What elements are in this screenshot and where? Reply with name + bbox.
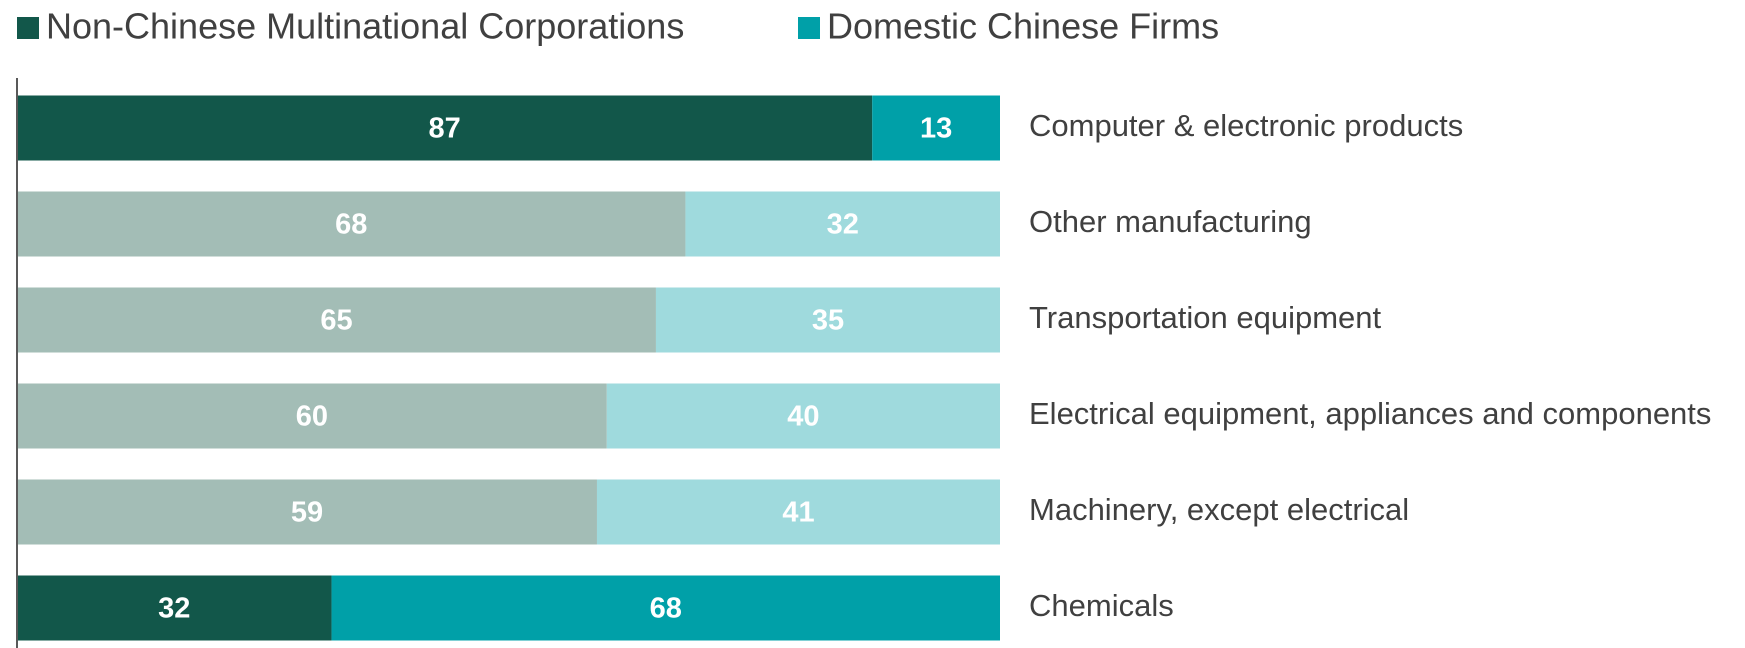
bar-segment <box>17 287 656 353</box>
data-label: 68 <box>650 593 682 625</box>
bar-segment <box>596 479 1000 545</box>
bar-segment <box>331 575 1000 641</box>
bar-segment <box>606 383 1000 449</box>
data-label: 65 <box>320 305 352 337</box>
data-label: 87 <box>428 113 460 145</box>
bar-segment <box>17 191 686 257</box>
data-label: 35 <box>812 305 844 337</box>
data-label: 68 <box>335 209 367 241</box>
category-label: Other manufacturing <box>1029 204 1312 239</box>
bar-segment <box>17 383 607 449</box>
category-label: Computer & electronic products <box>1029 108 1463 143</box>
legend-label: Domestic Chinese Firms <box>827 6 1219 47</box>
bar-segment <box>17 575 332 641</box>
category-label: Chemicals <box>1029 588 1174 623</box>
data-label: 41 <box>782 497 814 529</box>
data-label: 60 <box>296 401 328 433</box>
legend-label: Non-Chinese Multinational Corporations <box>46 6 684 47</box>
category-label: Machinery, except electrical <box>1029 492 1409 527</box>
data-label: 32 <box>158 593 190 625</box>
bar-segment <box>655 287 1000 353</box>
bar-segment <box>17 95 873 161</box>
category-label: Transportation equipment <box>1029 300 1381 335</box>
legend-swatch <box>798 17 820 39</box>
legend-swatch <box>17 17 39 39</box>
data-label: 59 <box>291 497 323 529</box>
bar-segment <box>872 95 1000 161</box>
data-label: 13 <box>920 113 952 145</box>
data-label: 40 <box>787 401 819 433</box>
data-label: 32 <box>827 209 859 241</box>
bar-segment <box>17 479 597 545</box>
category-label: Electrical equipment, appliances and com… <box>1029 396 1711 431</box>
bar-segment <box>685 191 1000 257</box>
